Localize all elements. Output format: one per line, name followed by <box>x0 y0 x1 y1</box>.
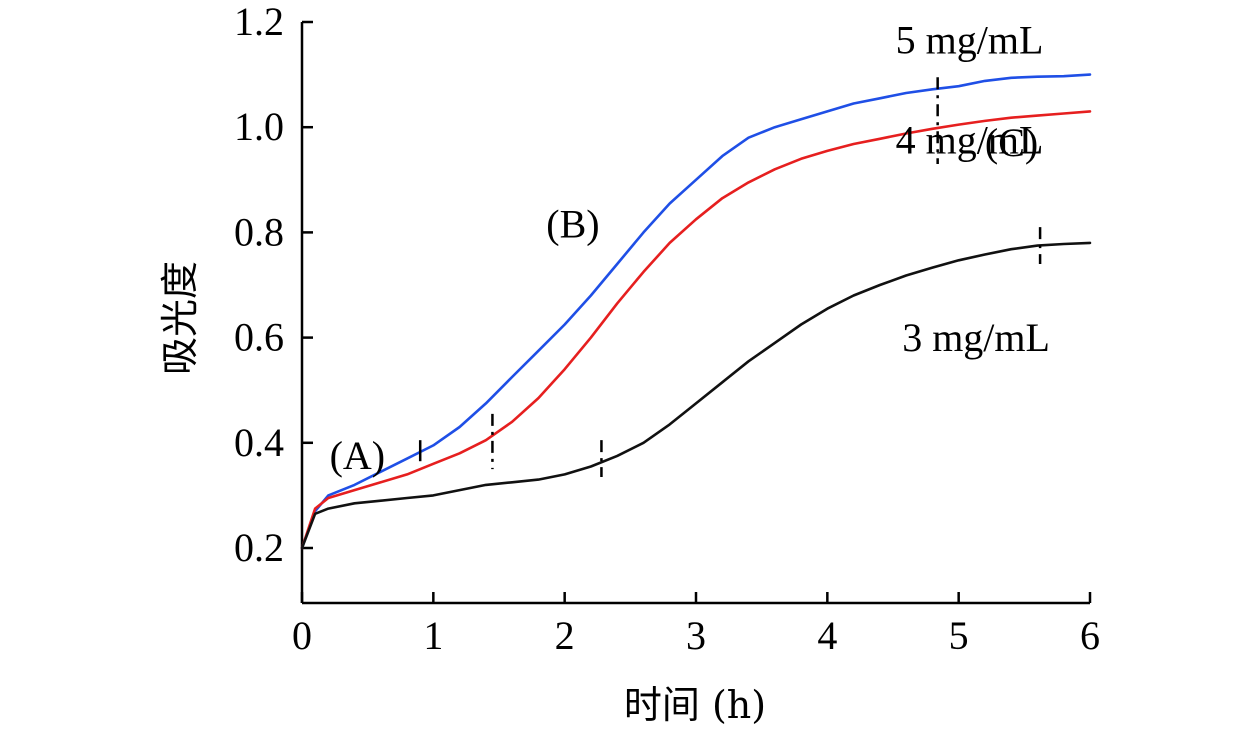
y-axis-label: 吸光度 <box>158 261 202 375</box>
y-tick-label: 0.8 <box>234 209 284 254</box>
annotation-label: (A) <box>330 433 386 478</box>
annotations: 5 mg/mL 4 mg/mL 3 mg/mL (A) (B) (C) <box>330 18 1050 479</box>
phase-markers <box>418 77 1042 477</box>
y-tick-label: 0.2 <box>234 525 284 570</box>
annotation-label: (B) <box>546 202 599 247</box>
x-tick-label: 4 <box>817 613 837 658</box>
x-tick-label: 2 <box>555 613 575 658</box>
series-line-3-mg-ml <box>300 241 1092 550</box>
axes <box>300 22 1090 605</box>
x-tick-label: 3 <box>686 613 706 658</box>
y-tick-label: 0.6 <box>234 315 284 360</box>
ticks: 0 1 2 3 4 5 6 0.2 0.4 0.6 0.8 1.0 1.2 <box>234 0 1100 658</box>
x-tick-label: 5 <box>949 613 969 658</box>
series-line-5-mg-ml <box>300 73 1092 550</box>
y-tick-label: 1.0 <box>234 104 284 149</box>
y-tick-label: 1.2 <box>234 0 284 44</box>
series-layer <box>300 73 1092 550</box>
x-tick-label: 1 <box>423 613 443 658</box>
annotation-label: 3 mg/mL <box>902 315 1050 360</box>
y-tick-label: 0.4 <box>234 420 284 465</box>
x-tick-label: 6 <box>1080 613 1100 658</box>
x-tick-label: 0 <box>292 613 312 658</box>
series-line-4-mg-ml <box>300 110 1092 550</box>
annotation-label: 4 mg/mL <box>896 118 1044 163</box>
annotation-label: 5 mg/mL <box>896 18 1044 63</box>
x-axis-label: 时间 (h) <box>624 683 766 727</box>
annotation-label: (C) <box>985 120 1038 165</box>
